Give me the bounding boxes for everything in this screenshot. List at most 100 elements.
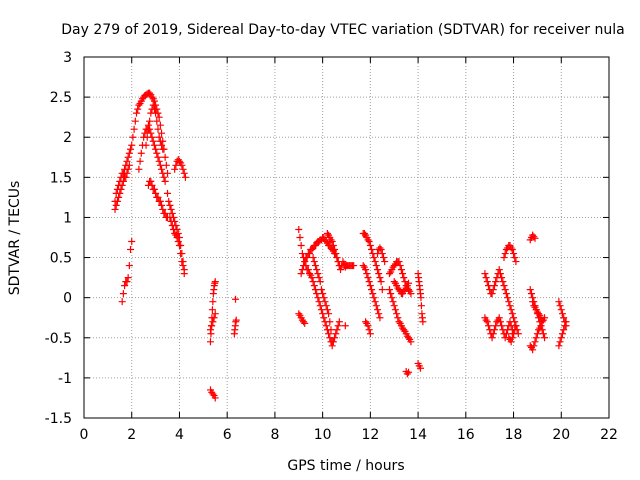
data-point	[506, 302, 514, 310]
data-point	[484, 322, 492, 330]
data-point	[152, 145, 160, 153]
data-point	[302, 262, 310, 270]
data-point	[379, 254, 387, 262]
data-point	[378, 286, 386, 294]
data-point	[374, 306, 382, 314]
data-point	[316, 302, 324, 310]
data-point	[556, 338, 564, 346]
data-point	[362, 318, 370, 326]
data-point	[328, 238, 336, 246]
data-point	[381, 258, 389, 266]
data-point	[136, 157, 144, 165]
chart-title: Day 279 of 2019, Sidereal Day-to-day VTE…	[61, 22, 624, 38]
data-point	[507, 306, 515, 314]
data-point	[309, 254, 317, 262]
data-point	[131, 117, 139, 125]
data-point	[317, 286, 325, 294]
data-point	[362, 266, 370, 274]
data-point	[118, 298, 126, 306]
x-axis-title: GPS time / hours	[287, 458, 404, 474]
data-point	[156, 197, 164, 205]
y-tick-label: 2.5	[50, 90, 72, 106]
data-point	[529, 298, 537, 306]
data-point	[371, 258, 379, 266]
data-point	[539, 330, 547, 338]
series-arc-17-3	[500, 242, 520, 266]
data-point	[122, 173, 130, 181]
x-tick-label: 8	[270, 427, 279, 443]
data-point	[405, 368, 413, 376]
data-point	[483, 318, 491, 326]
data-point	[481, 270, 489, 278]
data-point	[527, 290, 535, 298]
data-point	[158, 141, 166, 149]
data-point	[332, 250, 340, 258]
data-point	[180, 169, 188, 177]
data-point	[335, 318, 343, 326]
data-point	[407, 338, 415, 346]
series-arc-5h-c	[206, 386, 219, 402]
data-point	[395, 258, 403, 266]
data-point	[150, 97, 158, 105]
series-arc-early-3	[135, 121, 169, 185]
data-point	[405, 279, 413, 287]
data-point	[152, 109, 160, 117]
data-point	[206, 326, 214, 334]
data-point	[306, 250, 314, 258]
x-tick-label: 16	[457, 427, 475, 443]
y-tick-label: 1.5	[50, 170, 72, 186]
data-point	[329, 242, 337, 250]
data-point	[502, 290, 510, 298]
data-point	[175, 242, 183, 250]
data-point	[558, 310, 566, 318]
data-point	[391, 306, 399, 314]
data-point	[506, 318, 514, 326]
data-point	[496, 318, 504, 326]
data-point	[116, 189, 124, 197]
x-tick-label: 10	[314, 427, 332, 443]
data-point	[495, 266, 503, 274]
y-tick-label: 0.5	[50, 251, 72, 267]
data-point	[319, 310, 327, 318]
data-point	[489, 330, 497, 338]
data-point	[306, 270, 314, 278]
y-tick-label: -1.5	[45, 411, 72, 427]
data-point	[146, 117, 154, 125]
data-point	[159, 169, 167, 177]
series-arc-13-4	[402, 367, 413, 378]
series-arc-mid-5	[323, 229, 349, 274]
data-point	[175, 157, 183, 165]
data-point	[502, 330, 510, 338]
series-arc-early-6	[164, 189, 188, 274]
data-point	[210, 314, 218, 322]
data-point	[372, 262, 380, 270]
data-point	[531, 338, 539, 346]
data-point	[147, 177, 155, 185]
series-arc-13-3	[390, 278, 413, 298]
data-point	[150, 185, 158, 193]
data-point	[365, 238, 373, 246]
series-arc-mid-6	[340, 262, 358, 270]
data-point	[482, 274, 490, 282]
data-point	[400, 326, 408, 334]
data-point	[320, 294, 328, 302]
data-point	[209, 318, 217, 326]
data-point	[369, 290, 377, 298]
x-tick-label: 18	[505, 427, 523, 443]
series-arc-early-8	[166, 213, 188, 278]
series-arc-early-5	[144, 177, 172, 221]
data-point	[530, 302, 538, 310]
data-point	[167, 205, 175, 213]
data-point	[147, 129, 155, 137]
data-point	[322, 238, 330, 246]
x-tick-label: 0	[80, 427, 89, 443]
data-point	[508, 246, 516, 254]
data-point	[501, 286, 509, 294]
series-arc-12-2	[359, 262, 384, 322]
data-point	[396, 262, 404, 270]
data-point	[397, 266, 405, 274]
data-point	[316, 278, 324, 286]
data-point	[181, 173, 189, 181]
y-tick-label: 2	[63, 130, 72, 146]
